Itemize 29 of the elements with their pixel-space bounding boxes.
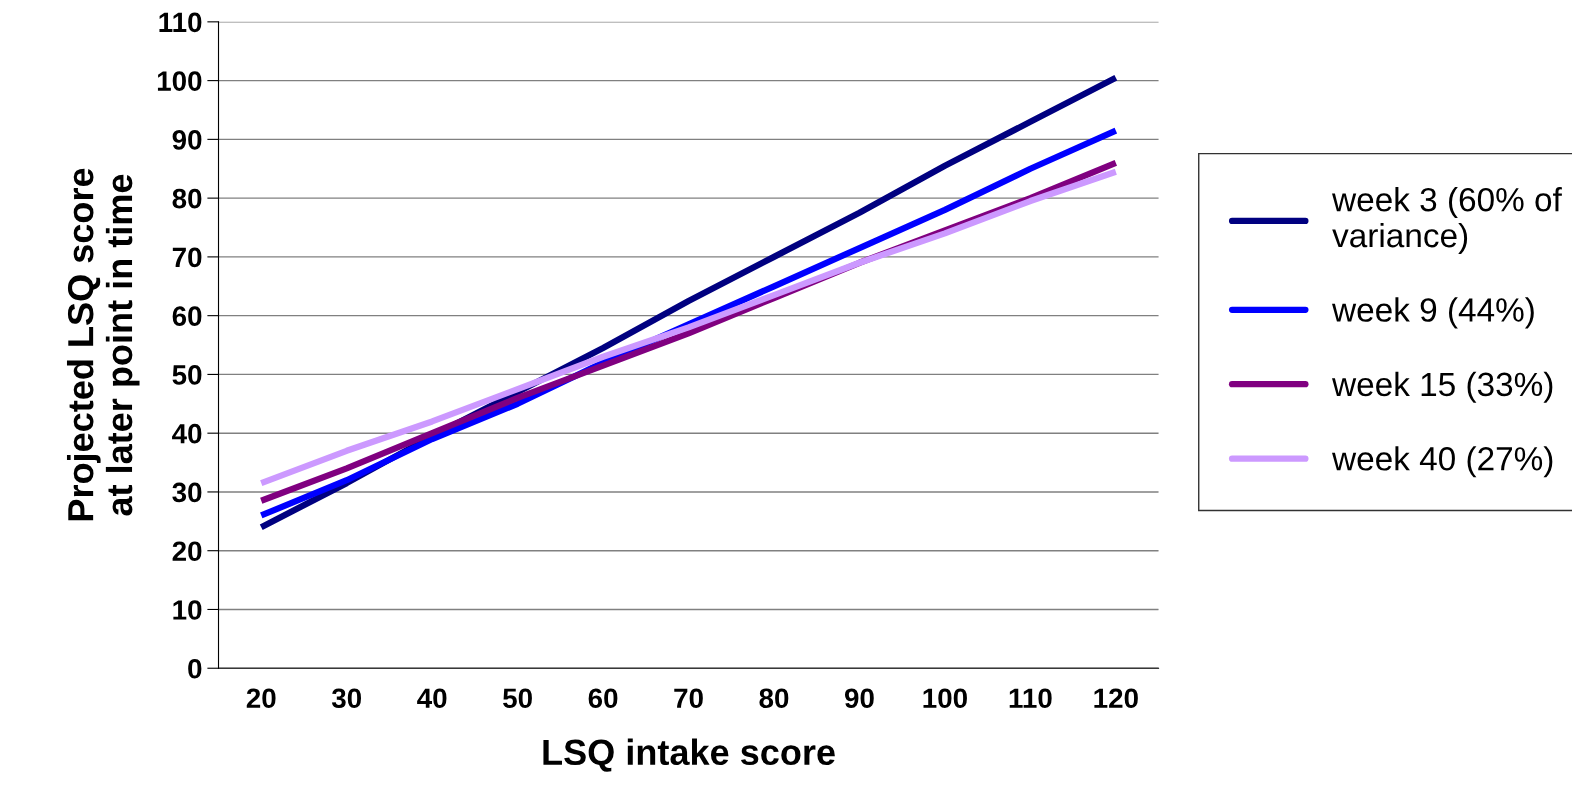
x-tick-label: 120 (1094, 688, 1138, 709)
y-tick-label: 50 (172, 365, 202, 385)
y-tick-label: 90 (172, 130, 202, 150)
y-tick-label: 70 (172, 247, 202, 268)
legend-label: week 3 (60% of variance) (1332, 187, 1562, 254)
y-tick-label: 10 (173, 600, 202, 620)
y-tick-label: 110 (159, 12, 202, 33)
x-tick-label: 30 (331, 688, 362, 709)
x-tick-label: 50 (503, 688, 532, 709)
y-tick-label: 30 (172, 482, 202, 503)
legend-label: week 40 (27%) (1332, 446, 1553, 478)
x-tick-label: 20 (246, 688, 276, 709)
y-tick-label: 100 (157, 71, 202, 91)
x-tick-label: 60 (588, 688, 618, 709)
y-tick-label: 80 (172, 188, 202, 209)
x-tick-label: 40 (417, 688, 447, 709)
y-tick-label: 0 (188, 658, 202, 679)
x-tick-label: 70 (674, 688, 703, 709)
x-tick-label: 90 (844, 688, 874, 709)
y-tick-label: 20 (172, 541, 202, 562)
x-tick-label: 100 (923, 688, 967, 709)
y-axis-title: Projected LSQ score at later point in time (66, 168, 140, 521)
y-tick-label: 40 (172, 423, 202, 444)
y-tick-label: 60 (172, 306, 202, 326)
x-axis-title: LSQ intake score (543, 738, 835, 772)
x-tick-label: 80 (759, 688, 789, 709)
x-tick-label: 110 (1009, 688, 1052, 709)
legend-label: week 9 (44%) (1332, 297, 1534, 329)
legend-label: week 15 (33%) (1332, 371, 1553, 403)
